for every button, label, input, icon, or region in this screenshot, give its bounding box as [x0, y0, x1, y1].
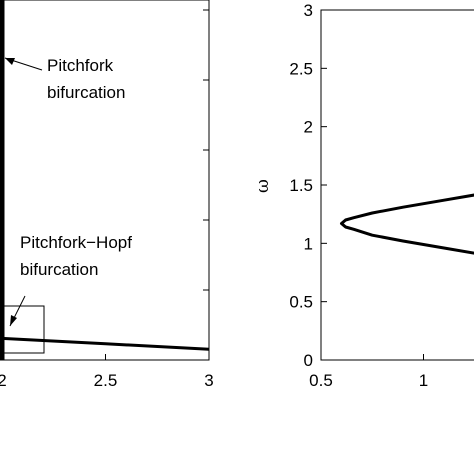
- right-y-tick-label: 2: [304, 118, 313, 137]
- right-plot-panel: 00.511.522.530.5 1 ω: [253, 1, 474, 390]
- right-y-tick-label: 0.5: [289, 293, 313, 312]
- left-series-group: [0, 0, 210, 360]
- right-y-tick-label: 0: [304, 351, 313, 370]
- pitchfork-annotation-line-1: Pitchfork: [47, 56, 114, 75]
- pitchfork-arrow-head: [5, 58, 15, 65]
- right-axis-ticks: 00.511.522.530.5 1: [289, 1, 428, 390]
- omega-curve-line: [340, 193, 474, 255]
- left-axes-frame: [0, 0, 210, 361]
- left-x-ticks: 2 2.5 3: [0, 9, 214, 390]
- pitchfork-annotation-line-2: bifurcation: [47, 83, 125, 102]
- right-y-tick-label: 2.5: [289, 59, 313, 78]
- left-x-tick-label: 2: [0, 371, 7, 390]
- right-y-tick-label: 1: [304, 234, 313, 253]
- right-y-tick-label: 1.5: [289, 176, 313, 195]
- pitchfork-hopf-highlight-box: [2, 305, 45, 354]
- right-y-tick-label: 3: [304, 1, 313, 20]
- right-y-axis-label: ω: [253, 179, 273, 193]
- left-x-tick-label: 3: [204, 371, 213, 390]
- left-x-tick-label: 2.5: [94, 371, 118, 390]
- right-series-group: [340, 193, 474, 255]
- pitchfork-hopf-annotation-line-1: Pitchfork−Hopf: [20, 233, 132, 252]
- pitchfork-hopf-arrow-head: [10, 315, 17, 326]
- left-plot-panel: 2 2.5 3 Pitchfork bifurcation Pitchfork−Ho…: [0, 0, 214, 390]
- right-x-tick-label: 1: [419, 371, 428, 390]
- right-x-tick-label: 0.5: [309, 371, 333, 390]
- pitchfork-hopf-branch-line: [1, 336, 210, 351]
- pitchfork-hopf-annotation-line-2: bifurcation: [20, 260, 98, 279]
